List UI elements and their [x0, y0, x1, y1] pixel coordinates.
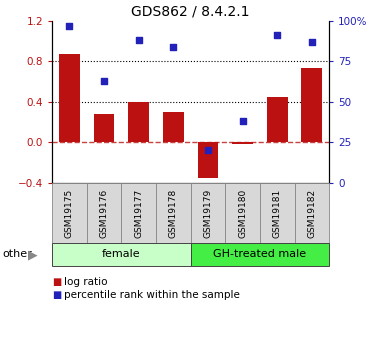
Text: GSM19180: GSM19180: [238, 188, 247, 238]
Bar: [232, 142, 253, 144]
Text: ▶: ▶: [28, 248, 37, 261]
Title: GDS862 / 8.4.2.1: GDS862 / 8.4.2.1: [131, 4, 250, 18]
Point: [309, 39, 315, 45]
Text: ■: ■: [52, 277, 61, 287]
Text: GSM19178: GSM19178: [169, 188, 178, 238]
Text: GSM19175: GSM19175: [65, 188, 74, 238]
Point: [205, 148, 211, 153]
Point: [239, 118, 246, 124]
Bar: [94, 114, 114, 142]
Bar: [267, 97, 288, 142]
Text: GSM19177: GSM19177: [134, 188, 143, 238]
Text: GSM19181: GSM19181: [273, 188, 282, 238]
Point: [66, 23, 72, 28]
Text: other: other: [2, 249, 32, 259]
Point: [274, 32, 280, 38]
Bar: [198, 142, 218, 178]
Text: log ratio: log ratio: [64, 277, 107, 287]
Point: [101, 78, 107, 83]
Bar: [128, 102, 149, 142]
Bar: [163, 112, 184, 142]
Text: GSM19176: GSM19176: [99, 188, 109, 238]
Text: percentile rank within the sample: percentile rank within the sample: [64, 290, 239, 300]
Text: female: female: [102, 249, 141, 259]
Point: [170, 44, 176, 49]
Text: GSM19182: GSM19182: [307, 188, 316, 238]
Text: GH-treated male: GH-treated male: [213, 249, 306, 259]
Bar: [301, 68, 322, 142]
Bar: [59, 54, 80, 142]
Text: GSM19179: GSM19179: [203, 188, 213, 238]
Text: ■: ■: [52, 290, 61, 300]
Point: [136, 37, 142, 43]
